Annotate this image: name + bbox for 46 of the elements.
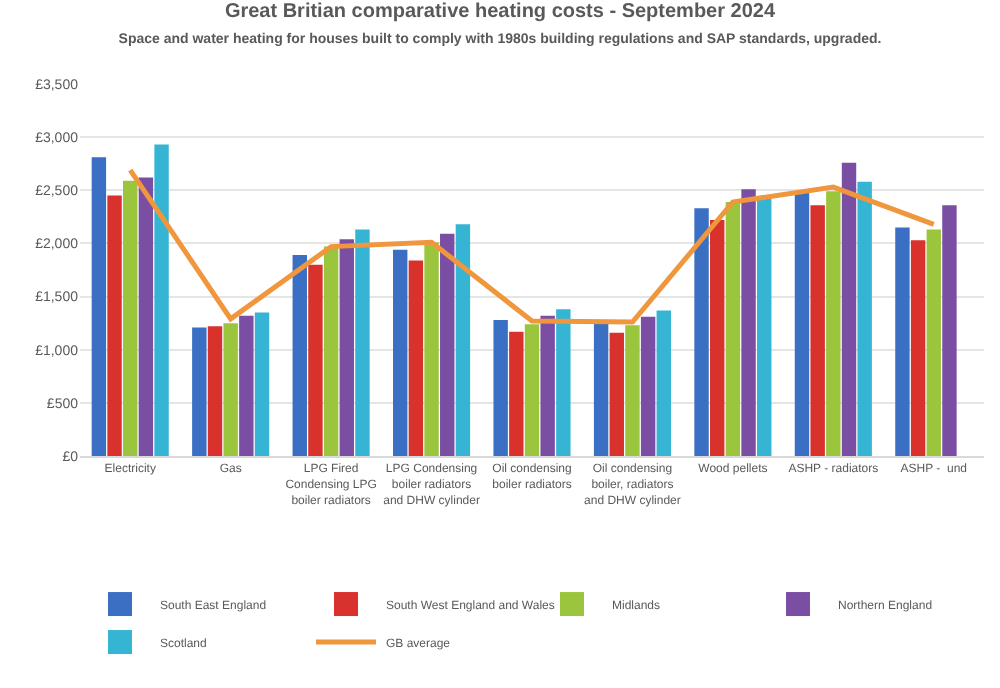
bar — [393, 249, 408, 456]
bar — [107, 195, 122, 456]
bar — [408, 260, 424, 456]
bar — [694, 208, 709, 456]
bar — [826, 191, 841, 456]
bar — [794, 191, 810, 456]
bar — [625, 325, 640, 456]
bar — [308, 264, 323, 456]
bar — [223, 323, 238, 456]
bar — [292, 255, 307, 456]
bar — [254, 312, 270, 456]
bar — [91, 157, 107, 456]
bar — [857, 181, 872, 456]
bar — [741, 189, 756, 456]
bar — [895, 227, 910, 456]
bar — [540, 315, 555, 456]
bar — [493, 319, 508, 456]
bar — [192, 327, 207, 456]
bar — [323, 246, 339, 456]
bar — [524, 324, 540, 456]
bar — [725, 201, 741, 456]
bar — [810, 205, 825, 456]
bar — [424, 242, 439, 456]
bar — [942, 205, 957, 456]
bar — [138, 177, 154, 456]
bar — [123, 180, 138, 456]
bar — [556, 309, 571, 456]
bar — [609, 332, 624, 456]
bar — [455, 224, 471, 456]
bar — [910, 240, 926, 456]
bar — [710, 220, 725, 456]
bar — [926, 229, 941, 456]
bar — [593, 322, 609, 456]
line-series — [127, 167, 937, 325]
bar — [207, 326, 223, 456]
bar — [509, 331, 524, 456]
bar — [339, 239, 354, 456]
bar — [355, 229, 370, 456]
bar — [841, 162, 857, 456]
bar — [154, 144, 169, 456]
bar — [656, 310, 671, 456]
bar — [440, 233, 455, 456]
chart-title: Great Britian comparative heating costs - September 2024 — [224, 1, 776, 24]
bar — [757, 197, 772, 456]
bar — [640, 316, 656, 456]
bar — [239, 315, 254, 456]
